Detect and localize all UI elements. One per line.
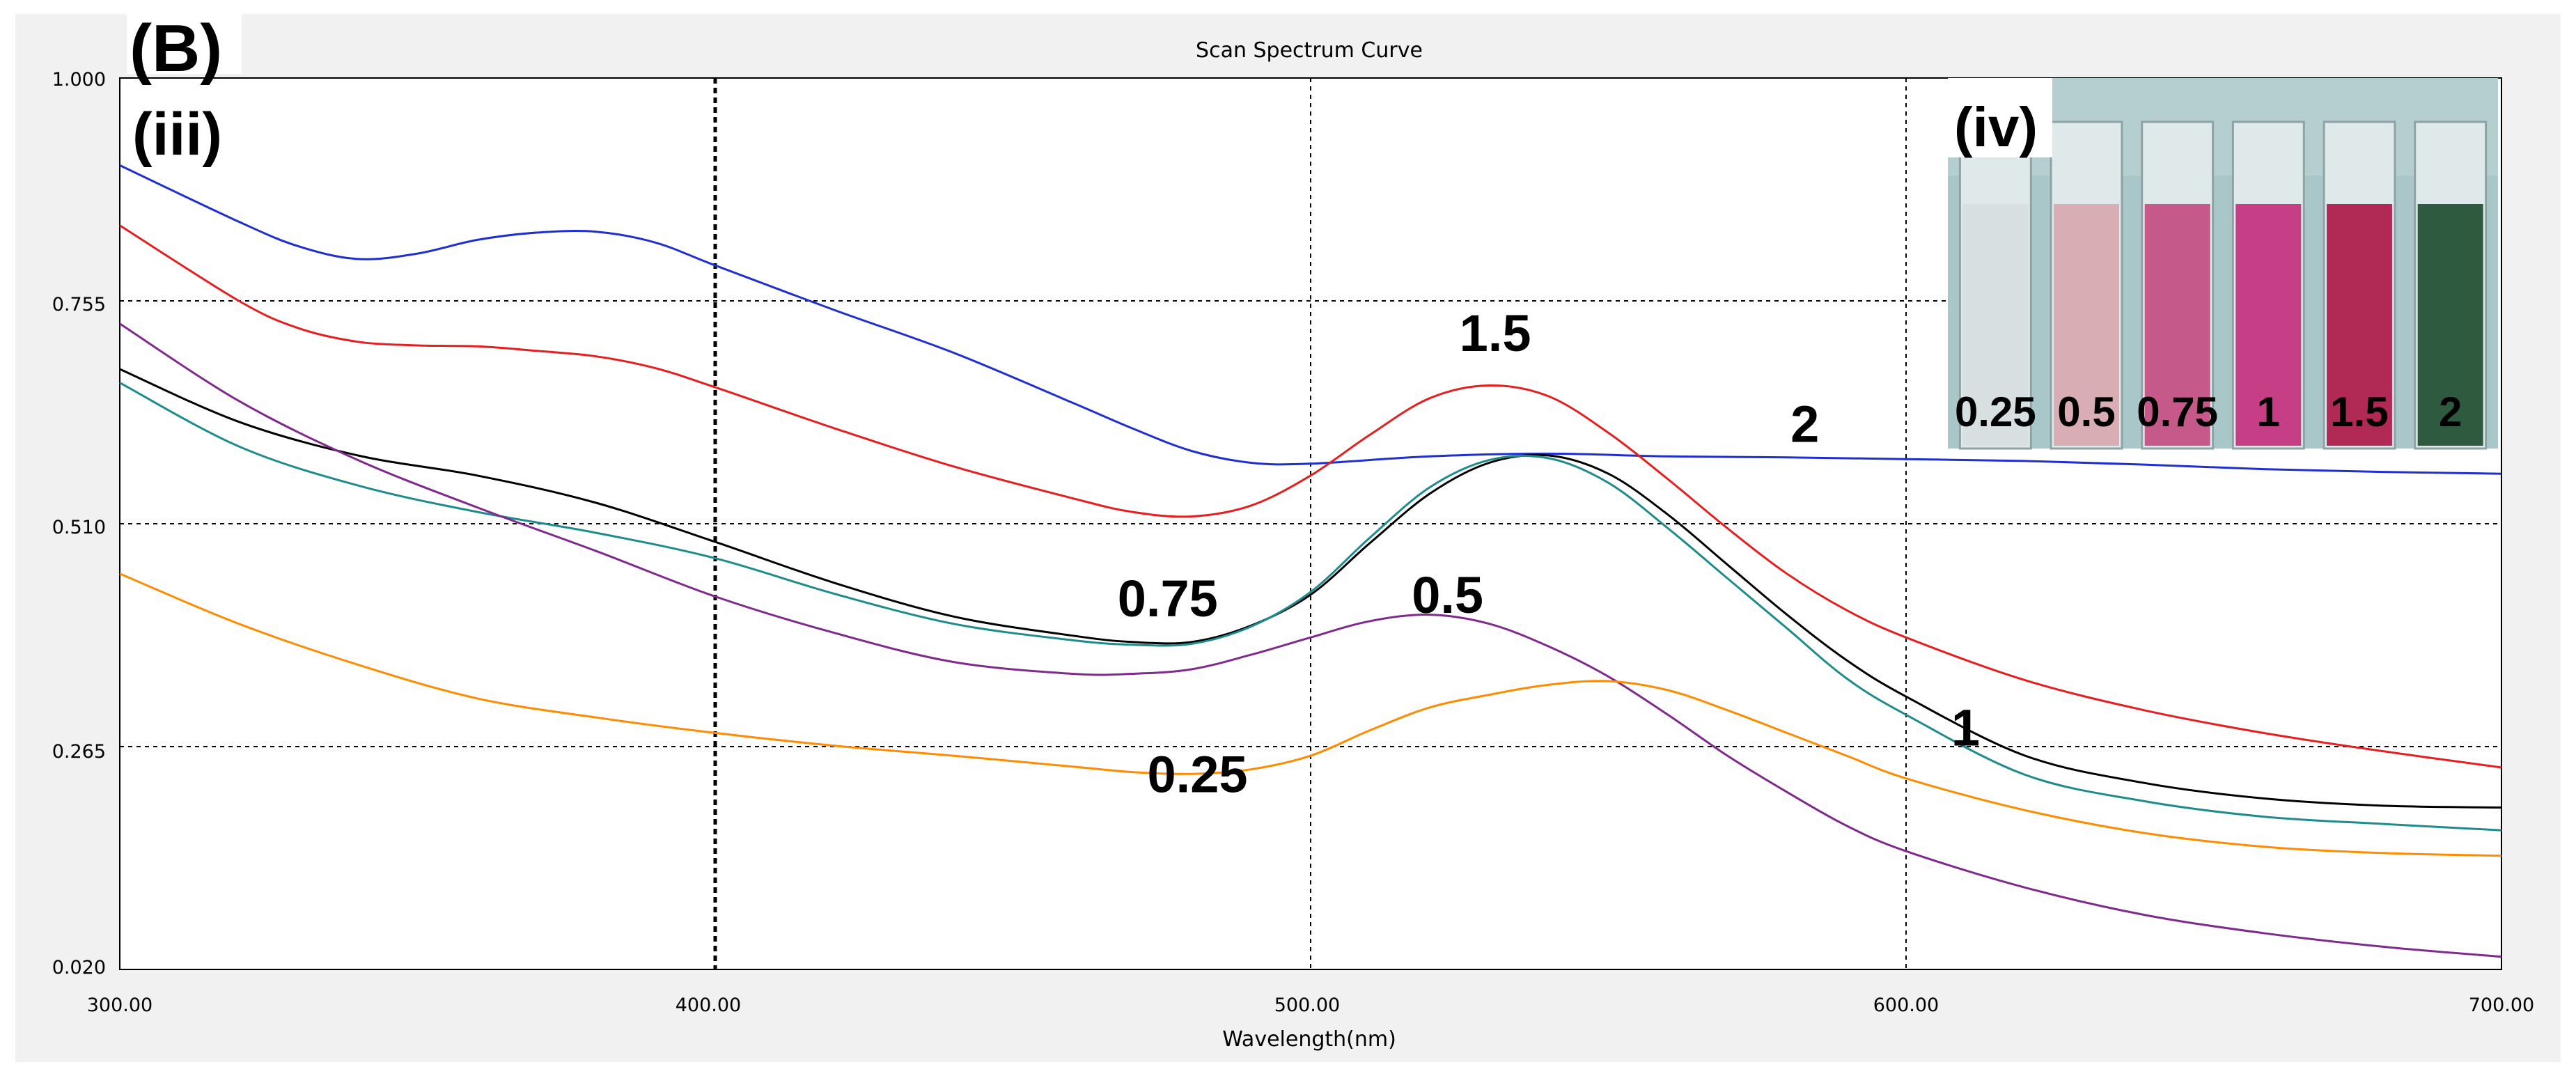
series-lines [119,164,2502,958]
vial-label: 2 [2439,389,2462,435]
chart-title: Scan Spectrum Curve [1196,38,1423,63]
series-annotation-0-5: 0.5 [1412,566,1483,624]
vial-label: 1 [2257,389,2280,435]
vial-liquid [2417,204,2483,446]
inset-label-bg [1948,78,2052,157]
series-annotation-1: 1 [1951,699,1980,757]
y-tick-label: 0.020 [52,957,106,978]
inset-photo: 0.25 0.5 0.75 1 1.5 2 (iv) [1948,78,2498,450]
series-annotation-0-25: 0.25 [1148,745,1248,803]
y-tick-label: 0.265 [52,741,106,763]
series-line-1-5 [119,224,2502,769]
y-axis-ticks: 0.020 0.265 0.510 0.755 1.000 [52,69,106,978]
x-tick-label: 700.00 [2469,995,2534,1016]
vial-label: 0.75 [2137,389,2218,435]
series-line-1 [119,368,2502,809]
vial-liquid [2327,204,2392,446]
vial-liquid [2144,204,2210,446]
series-annotation-2: 2 [1790,395,1819,453]
vial-label: 0.25 [1955,389,2036,435]
series-annotation-1-5: 1.5 [1460,304,1531,362]
vial-liquid [2235,204,2302,446]
series-line-0-25 [119,572,2502,857]
vial-group: 0.25 0.5 0.75 1 1.5 2 [1955,120,2488,450]
x-tick-label: 300.00 [87,995,153,1016]
series-line-0-75 [119,382,2502,832]
y-tick-label: 0.510 [52,517,106,538]
inset-label: (iv) [1954,96,2038,158]
y-tick-label: 0.755 [52,294,106,315]
vial-liquid [1962,204,2029,446]
vial-liquid [2054,204,2119,446]
x-tick-label: 500.00 [1274,995,1340,1016]
vial-label: 1.5 [2330,389,2388,435]
series-line-2 [119,164,2502,475]
x-axis-title: Wavelength(nm) [1222,1027,1396,1052]
panel-label-b-bg [127,6,242,74]
panel-label-b: (B) [130,11,222,86]
vial-label: 0.5 [2057,389,2115,435]
series-labels: 1.5 2 0.75 0.5 1 0.25 [1118,304,1980,803]
y-tick-label: 1.000 [52,69,106,91]
x-tick-label: 400.00 [676,995,741,1016]
panel-label-iii: (iii) [132,101,222,168]
x-tick-label: 600.00 [1873,995,1939,1016]
x-axis-ticks: 300.00 400.00 500.00 600.00 700.00 [87,995,2534,1016]
series-annotation-0-75: 0.75 [1118,570,1218,627]
series-line-0-5 [119,322,2502,958]
